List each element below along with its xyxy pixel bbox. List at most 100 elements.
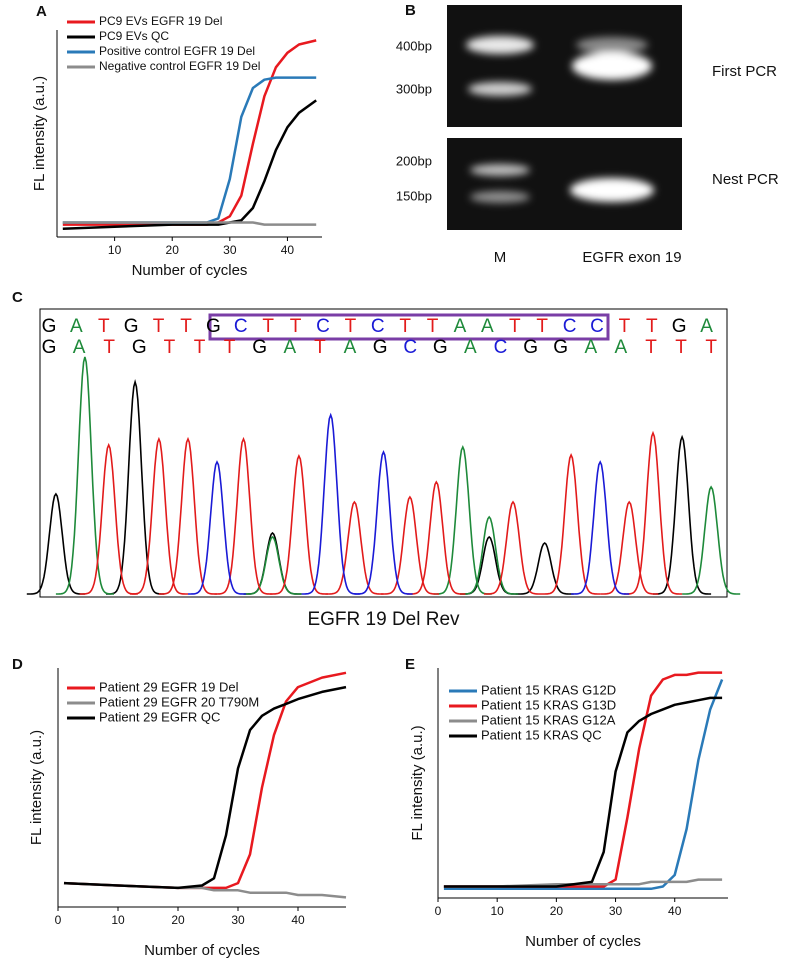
legend-label: Positive control EGFR 19 Del [99,44,255,58]
base-letter: G [433,337,448,358]
base-letter: C [316,316,330,337]
base-letter: C [590,316,604,337]
trace-peak [600,500,659,595]
trace-peak [106,379,165,595]
marker-label: 200bp [396,153,432,168]
x-tick-label: 40 [668,904,682,918]
trace-peak [542,452,601,595]
base-letter: G [206,316,221,337]
base-letter: T [345,316,357,337]
series-line [62,221,317,226]
trace-peak [301,412,360,595]
y-axis-label: FL intensity (a.u.) [409,725,426,840]
base-letter: T [536,316,548,337]
x-tick-label: 20 [166,243,180,257]
base-letter: A [283,337,296,358]
base-letter: G [523,337,538,358]
marker-label: 400bp [396,38,432,53]
series-line [443,679,724,891]
trace-peak [243,535,302,595]
legend-label: Patient 15 KRAS G12A [481,712,616,727]
base-letter: C [494,337,508,358]
x-tick-label: 30 [231,913,245,927]
chromatogram-frame [39,308,728,598]
base-letter: T [194,337,206,358]
series-line [63,685,347,890]
gel-bands [466,36,654,203]
series-line [62,99,317,230]
base-letter: T [153,316,165,337]
base-letter: G [672,316,687,337]
trace-peak [380,495,439,595]
gel-label: Nest PCR [712,171,779,188]
base-letter: A [584,337,597,358]
x-axis-label: Number of cycles [132,262,248,279]
legend-label: PC9 EVs EGFR 19 Del [99,14,222,28]
trace-peak [55,356,114,595]
x-tick-label: 40 [291,913,305,927]
base-letter: T [645,337,657,358]
x-tick-label: 0 [435,904,442,918]
base-letter: T [314,337,326,358]
trace-peak [214,436,273,595]
base-letter: G [373,337,388,358]
base-letter: T [399,316,411,337]
trace-peak [433,444,492,595]
lane-label: EGFR exon 19 [582,249,681,266]
base-letter: T [646,316,658,337]
y-axis-label: FL intensity (a.u.) [28,730,45,845]
base-letter: G [42,316,57,337]
base-letter: G [42,337,57,358]
trace-peak [188,460,247,595]
series-line [443,671,723,888]
trace-peak [269,454,328,595]
trace-peak [653,434,712,595]
base-letter: T [290,316,302,337]
x-tick-label: 0 [55,913,62,927]
base-letter: G [132,337,147,358]
base-letter: A [454,316,467,337]
base-letter: A [481,316,494,337]
series-line [443,696,723,888]
x-tick-label: 20 [171,913,185,927]
base-letter: T [705,337,717,358]
x-tick-label: 30 [223,243,237,257]
x-tick-label: 10 [111,913,125,927]
base-letter: A [73,337,86,358]
trace-peak [325,500,384,595]
trace-peak [571,460,630,595]
panel-letter: E [405,656,415,673]
x-tick-label: 10 [491,904,505,918]
base-letter: A [464,337,477,358]
base-letter: T [224,337,236,358]
gel-label: First PCR [712,63,777,80]
base-letter: T [180,316,192,337]
trace-peak [158,436,217,595]
legend-label: Patient 29 EGFR QC [99,709,220,724]
panel-letter: A [36,3,47,20]
base-letter: G [124,316,139,337]
panel-letter: C [12,289,23,306]
base-letter: A [700,316,713,337]
trace-peak [26,492,85,595]
base-letter: G [553,337,568,358]
trace-peak [407,480,466,595]
x-axis-label: EGFR 19 Del Rev [307,609,460,630]
trace-peak [354,449,413,595]
deletion-box [208,313,610,341]
trace-peak [483,500,542,595]
series-line [62,76,317,224]
x-axis-label: Number of cycles [144,942,260,959]
trace-peak [515,541,574,595]
base-letter: T [98,316,110,337]
base-letter: G [252,337,267,358]
legend-label: Patient 29 EGFR 20 T790M [99,694,259,709]
trace-peak [79,442,138,595]
legend-label: Negative control EGFR 19 Del [99,59,260,73]
x-tick-label: 40 [281,243,295,257]
base-letter: C [563,316,577,337]
base-letter: T [103,337,115,358]
base-letter: T [262,316,274,337]
legend-label: Patient 15 KRAS G13D [481,697,616,712]
legend-label: Patient 15 KRAS G12D [481,682,616,697]
